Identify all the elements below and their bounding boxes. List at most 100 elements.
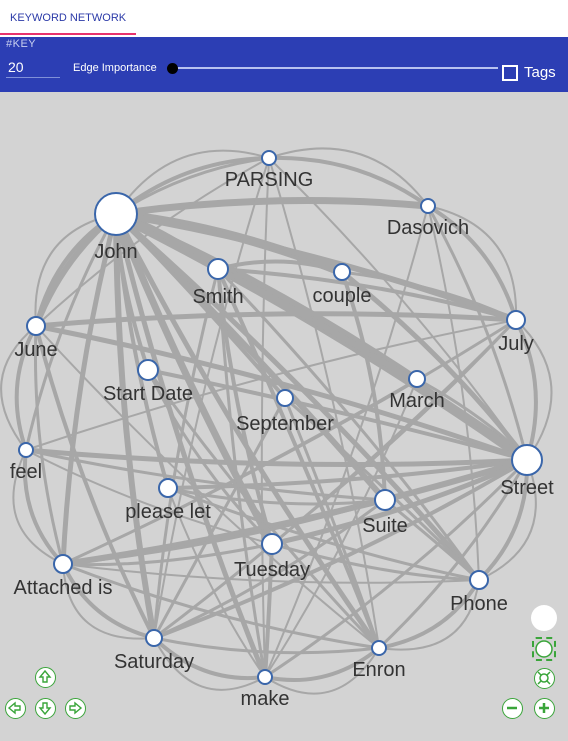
edge-john-dasovich	[112, 197, 432, 218]
tags-label: Tags	[524, 64, 556, 81]
node-circle[interactable]	[371, 640, 387, 656]
edge-tuesday-phone	[270, 542, 481, 582]
node-make[interactable]: make	[241, 669, 290, 710]
network-canvas[interactable]: PARSING John Dasovich Smith couple June July St…	[0, 92, 568, 736]
edge-attached-is-feel	[22, 448, 65, 566]
node-label: please let	[125, 501, 211, 523]
node-start-date[interactable]: Start Date	[103, 359, 193, 405]
edge-parsing-enron	[268, 157, 380, 649]
node-circle[interactable]	[261, 533, 283, 555]
node-circle[interactable]	[469, 570, 489, 590]
edge-dasovich-make	[264, 205, 429, 678]
edge-parsing-john	[115, 149, 270, 215]
keyword-network-graph[interactable]: PARSING John Dasovich Smith couple June July St…	[0, 92, 568, 736]
node-circle[interactable]	[18, 442, 34, 458]
node-label: Enron	[352, 659, 405, 681]
edge-dasovich-parsing	[268, 147, 429, 207]
edge-june-enron	[35, 325, 380, 649]
node-label: couple	[313, 285, 372, 307]
edge-make-street	[263, 458, 529, 679]
edge-saturday-make	[153, 637, 266, 691]
edge-start-date-street	[146, 368, 529, 462]
arrow-up-icon[interactable]	[35, 667, 56, 688]
zoom-out-icon[interactable]	[502, 698, 523, 719]
node-john[interactable]: John	[94, 192, 138, 263]
node-saturday[interactable]: Saturday	[114, 629, 194, 673]
node-circle[interactable]	[276, 389, 294, 407]
node-september[interactable]: September	[236, 389, 334, 435]
edge-smith-saturday	[152, 267, 220, 640]
node-circle[interactable]	[26, 316, 46, 336]
center-icon[interactable]	[534, 668, 555, 689]
node-label: Street	[500, 477, 554, 499]
node-july[interactable]: July	[498, 310, 534, 355]
node-circle[interactable]	[374, 489, 396, 511]
node-label: PARSING	[225, 169, 314, 191]
node-circle[interactable]	[145, 629, 163, 647]
edge-couple-july	[340, 270, 518, 322]
circle-icon[interactable]	[531, 605, 557, 631]
node-label: September	[236, 413, 334, 435]
edge-june-feel	[0, 325, 37, 451]
node-street[interactable]: Street	[500, 444, 554, 499]
arrow-down-icon[interactable]	[35, 698, 56, 719]
edge-parsing-make	[260, 157, 270, 678]
node-circle[interactable]	[53, 554, 73, 574]
edge-july-dasovich	[427, 205, 518, 321]
arrow-right-icon[interactable]	[65, 698, 86, 719]
edge-smith-couple	[216, 259, 344, 274]
arrow-left-icon[interactable]	[5, 698, 26, 719]
tab-keyword-network[interactable]: KEYWORD NETWORK	[0, 0, 136, 35]
node-feel[interactable]: feel	[10, 442, 42, 483]
edge-tuesday-attached-is	[61, 542, 274, 567]
node-circle[interactable]	[420, 198, 436, 214]
node-june[interactable]: June	[14, 316, 58, 361]
edge-july-saturday	[152, 318, 518, 640]
node-attached-is[interactable]: Attached is	[14, 554, 113, 599]
edge-parsing-dasovich	[267, 155, 430, 208]
edge-dasovich-july	[426, 204, 518, 322]
edge-street-july	[515, 319, 553, 461]
edge-john-make	[113, 211, 268, 680]
edge-importance-slider[interactable]	[172, 67, 498, 69]
node-label: Smith	[192, 286, 243, 308]
tags-checkbox[interactable]	[502, 65, 518, 81]
node-circle[interactable]	[408, 370, 426, 388]
edge-march-attached-is	[62, 378, 418, 565]
node-phone[interactable]: Phone	[450, 570, 508, 615]
edges	[0, 147, 553, 695]
edge-john-attached-is	[60, 211, 119, 567]
edge-feel-june	[14, 324, 38, 452]
node-tuesday[interactable]: Tuesday	[234, 533, 310, 581]
node-parsing[interactable]: PARSING	[225, 150, 314, 191]
node-label: Suite	[362, 515, 408, 537]
node-circle[interactable]	[333, 263, 351, 281]
zoom-in-icon[interactable]	[534, 698, 555, 719]
node-suite[interactable]: Suite	[362, 489, 408, 537]
edge-make-saturday	[152, 636, 267, 681]
node-circle[interactable]	[261, 150, 277, 166]
fit-icon[interactable]	[532, 637, 556, 661]
edge-street-saturday	[152, 458, 529, 640]
node-circle[interactable]	[94, 192, 138, 236]
node-enron[interactable]: Enron	[352, 640, 406, 681]
node-circle[interactable]	[207, 258, 229, 280]
edge-attached-is-phone	[62, 563, 480, 584]
node-circle[interactable]	[158, 478, 178, 498]
edge-june-street	[33, 323, 530, 463]
edge-importance-slider-thumb[interactable]	[167, 63, 178, 74]
node-circle[interactable]	[137, 359, 159, 381]
node-dasovich[interactable]: Dasovich	[387, 198, 469, 239]
node-smith[interactable]: Smith	[192, 258, 244, 308]
edge-smith-phone	[216, 267, 481, 582]
node-label: make	[241, 688, 290, 710]
edge-phone-enron	[377, 578, 481, 650]
node-circle[interactable]	[257, 669, 273, 685]
node-circle[interactable]	[506, 310, 526, 330]
node-please-let[interactable]: please let	[125, 478, 211, 523]
node-couple[interactable]: couple	[313, 263, 372, 307]
node-circle[interactable]	[511, 444, 543, 476]
node-label: Attached is	[14, 577, 113, 599]
node-march[interactable]: March	[389, 370, 445, 412]
key-count-input[interactable]	[6, 57, 60, 78]
